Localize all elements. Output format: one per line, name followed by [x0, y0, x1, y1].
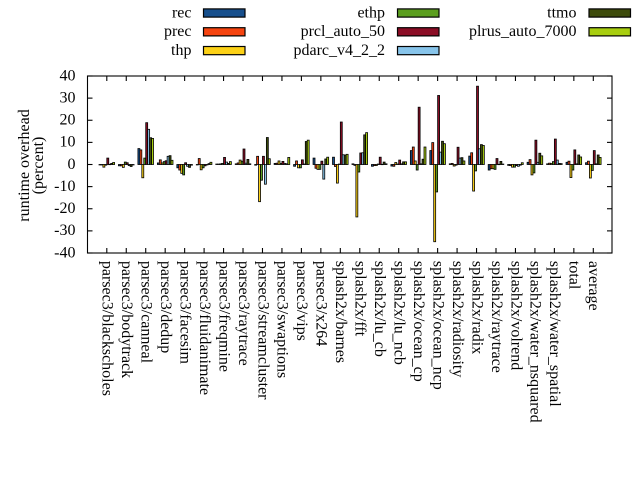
svg-text:parsec3/streamcluster: parsec3/streamcluster — [254, 261, 271, 400]
svg-text:parsec3/dedup: parsec3/dedup — [157, 261, 174, 353]
svg-text:parsec3/vips: parsec3/vips — [293, 261, 310, 341]
svg-text:parsec3/bodytrack: parsec3/bodytrack — [118, 261, 135, 378]
svg-text:splash2x/radix: splash2x/radix — [468, 261, 485, 354]
svg-text:pdarc_v4_2_2: pdarc_v4_2_2 — [293, 42, 385, 59]
svg-text:average: average — [585, 261, 602, 311]
svg-text:rec: rec — [172, 4, 192, 21]
svg-text:splash2x/lu_ncb: splash2x/lu_ncb — [391, 261, 408, 365]
svg-text:10: 10 — [60, 134, 76, 151]
svg-text:parsec3/facesim: parsec3/facesim — [176, 261, 193, 365]
svg-text:splash2x/fft: splash2x/fft — [352, 261, 369, 337]
svg-text:40: 40 — [60, 67, 76, 84]
svg-text:total: total — [566, 261, 583, 290]
svg-text:ethp: ethp — [357, 4, 385, 21]
svg-text:-20: -20 — [54, 200, 75, 217]
svg-text:parsec3/raytrace: parsec3/raytrace — [235, 261, 252, 366]
svg-text:-10: -10 — [54, 178, 75, 195]
svg-text:ttmo: ttmo — [547, 4, 576, 21]
svg-text:splash2x/water_nsquared: splash2x/water_nsquared — [527, 261, 544, 423]
svg-text:splash2x/raytrace: splash2x/raytrace — [488, 261, 505, 373]
svg-text:20: 20 — [60, 112, 76, 129]
svg-text:-30: -30 — [54, 222, 75, 239]
svg-text:splash2x/water_spatial: splash2x/water_spatial — [546, 261, 563, 407]
svg-text:parsec3/fluidanimate: parsec3/fluidanimate — [196, 261, 213, 395]
svg-text:parsec3/canneal: parsec3/canneal — [138, 261, 155, 364]
svg-text:prcl_auto_50: prcl_auto_50 — [301, 23, 385, 40]
svg-text:runtime overhead: runtime overhead — [16, 109, 33, 221]
svg-text:plrus_auto_7000: plrus_auto_7000 — [469, 23, 577, 40]
svg-text:-40: -40 — [54, 244, 75, 261]
svg-text:30: 30 — [60, 89, 76, 106]
svg-text:splash2x/ocean_cp: splash2x/ocean_cp — [410, 261, 427, 382]
svg-text:parsec3/freqmine: parsec3/freqmine — [215, 261, 232, 372]
svg-text:0: 0 — [68, 156, 76, 173]
svg-text:parsec3/x264: parsec3/x264 — [313, 261, 330, 346]
svg-text:splash2x/volrend: splash2x/volrend — [507, 261, 524, 370]
svg-text:prec: prec — [164, 23, 192, 40]
svg-text:splash2x/lu_cb: splash2x/lu_cb — [371, 261, 388, 357]
svg-text:thp: thp — [171, 42, 191, 59]
svg-text:parsec3/swaptions: parsec3/swaptions — [274, 261, 291, 378]
svg-text:(percent): (percent) — [30, 137, 47, 195]
svg-text:splash2x/ocean_ncp: splash2x/ocean_ncp — [429, 261, 446, 390]
svg-text:parsec3/blackscholes: parsec3/blackscholes — [99, 261, 116, 396]
svg-text:splash2x/radiosity: splash2x/radiosity — [449, 261, 466, 377]
svg-text:splash2x/barnes: splash2x/barnes — [332, 261, 349, 363]
